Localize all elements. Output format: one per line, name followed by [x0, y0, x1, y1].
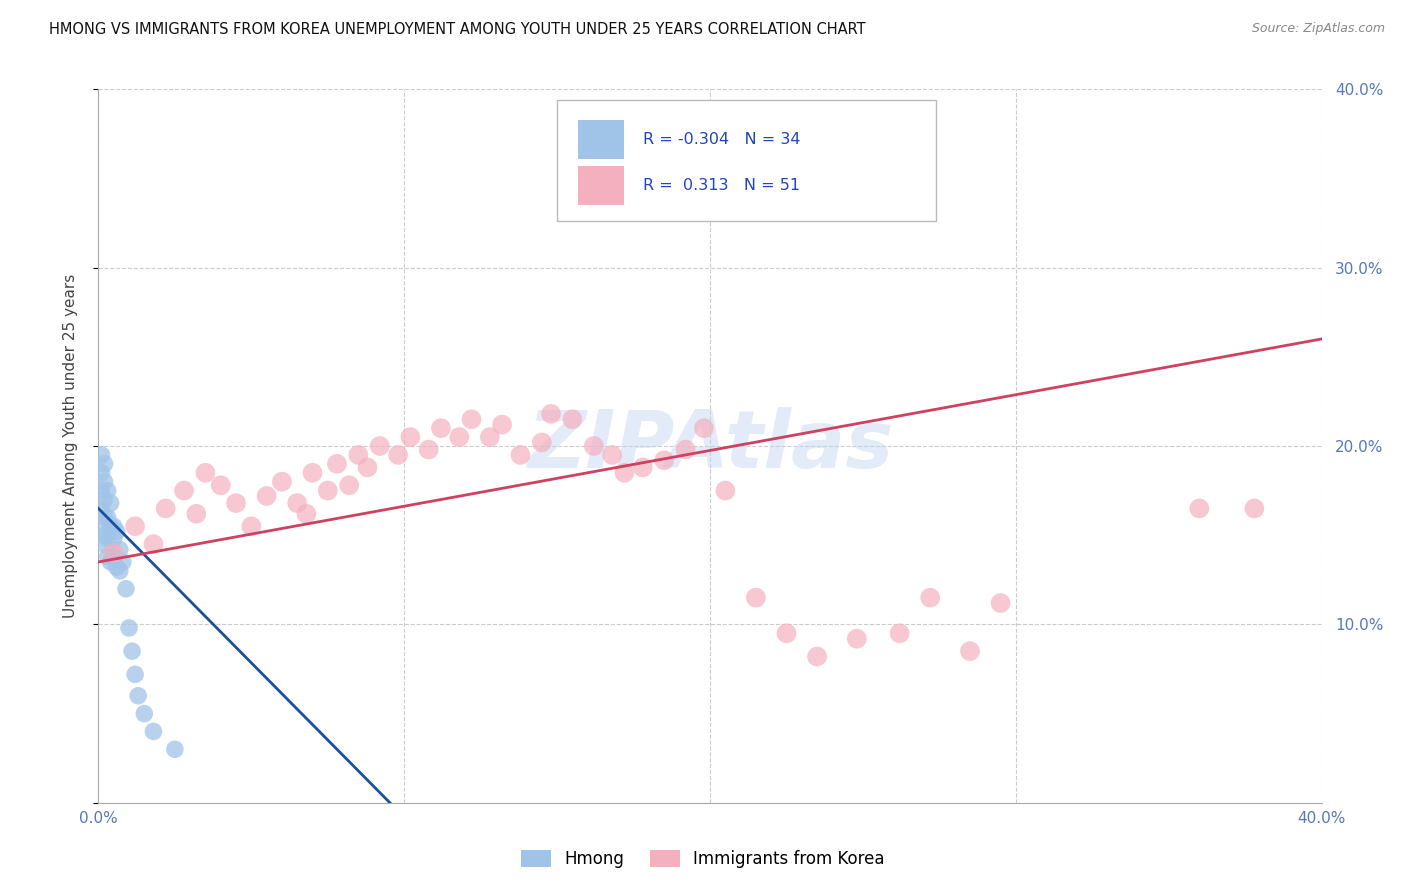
Point [270, 475, 292, 489]
Point [103, 532, 125, 546]
Point [460, 412, 482, 426]
Point [121, 644, 143, 658]
Legend: Hmong, Immigrants from Korea: Hmong, Immigrants from Korea [515, 843, 891, 875]
Text: Source: ZipAtlas.com: Source: ZipAtlas.com [1251, 22, 1385, 36]
Point [478, 430, 501, 444]
Point [97, 510, 120, 524]
Point [582, 439, 605, 453]
Point [97, 483, 120, 498]
Point [356, 460, 378, 475]
Point [889, 626, 911, 640]
Point [108, 542, 131, 557]
Point [675, 442, 697, 457]
Point [256, 489, 278, 503]
Point [920, 591, 942, 605]
Point [142, 537, 165, 551]
Point [530, 435, 553, 450]
Point [163, 742, 186, 756]
Point [509, 448, 531, 462]
Point [1188, 501, 1211, 516]
Point [127, 689, 149, 703]
Point [316, 483, 339, 498]
Point [90, 519, 112, 533]
Point [100, 555, 122, 569]
Point [613, 466, 636, 480]
Point [387, 448, 409, 462]
Point [295, 507, 318, 521]
Point [399, 430, 422, 444]
Point [90, 448, 112, 462]
Point [124, 519, 146, 533]
Point [845, 632, 868, 646]
Point [155, 501, 177, 516]
Point [225, 496, 247, 510]
Point [285, 496, 308, 510]
Point [449, 430, 471, 444]
Point [103, 546, 125, 560]
Text: R =  0.313   N = 51: R = 0.313 N = 51 [643, 178, 800, 193]
Text: R = -0.304   N = 34: R = -0.304 N = 34 [643, 132, 800, 146]
Point [301, 466, 323, 480]
Point [652, 453, 675, 467]
Point [561, 412, 583, 426]
Point [142, 724, 165, 739]
Point [194, 466, 217, 480]
Point [93, 537, 115, 551]
Point [368, 439, 391, 453]
Point [693, 421, 716, 435]
Point [118, 621, 141, 635]
Point [115, 582, 138, 596]
Point [209, 478, 232, 492]
Point [240, 519, 263, 533]
Point [93, 475, 115, 489]
Point [491, 417, 513, 432]
Point [90, 483, 112, 498]
Point [93, 457, 115, 471]
Point [959, 644, 981, 658]
Point [97, 549, 120, 564]
FancyBboxPatch shape [557, 100, 936, 221]
Point [714, 483, 737, 498]
Point [134, 706, 156, 721]
Point [93, 510, 115, 524]
Point [631, 460, 654, 475]
FancyBboxPatch shape [578, 120, 624, 159]
Point [103, 549, 125, 564]
Point [418, 442, 440, 457]
Point [186, 507, 208, 521]
Y-axis label: Unemployment Among Youth under 25 years: Unemployment Among Youth under 25 years [63, 274, 77, 618]
Point [173, 483, 195, 498]
Point [93, 528, 115, 542]
Point [745, 591, 768, 605]
Point [100, 496, 122, 510]
Point [806, 649, 828, 664]
Point [430, 421, 453, 435]
Point [97, 532, 120, 546]
Text: ZIPAtlas: ZIPAtlas [527, 407, 893, 485]
Point [108, 564, 131, 578]
Point [105, 560, 128, 574]
Point [540, 407, 562, 421]
Point [124, 667, 146, 681]
Point [347, 448, 370, 462]
Point [100, 519, 122, 533]
FancyBboxPatch shape [578, 166, 624, 205]
Point [600, 448, 623, 462]
Point [90, 501, 112, 516]
Point [103, 519, 125, 533]
Point [326, 457, 349, 471]
Point [990, 596, 1012, 610]
Point [105, 524, 128, 539]
Point [1243, 501, 1265, 516]
Point [93, 492, 115, 507]
Point [111, 555, 134, 569]
Point [90, 466, 112, 480]
Point [775, 626, 797, 640]
Text: HMONG VS IMMIGRANTS FROM KOREA UNEMPLOYMENT AMONG YOUTH UNDER 25 YEARS CORRELATI: HMONG VS IMMIGRANTS FROM KOREA UNEMPLOYM… [49, 22, 866, 37]
Point [337, 478, 360, 492]
